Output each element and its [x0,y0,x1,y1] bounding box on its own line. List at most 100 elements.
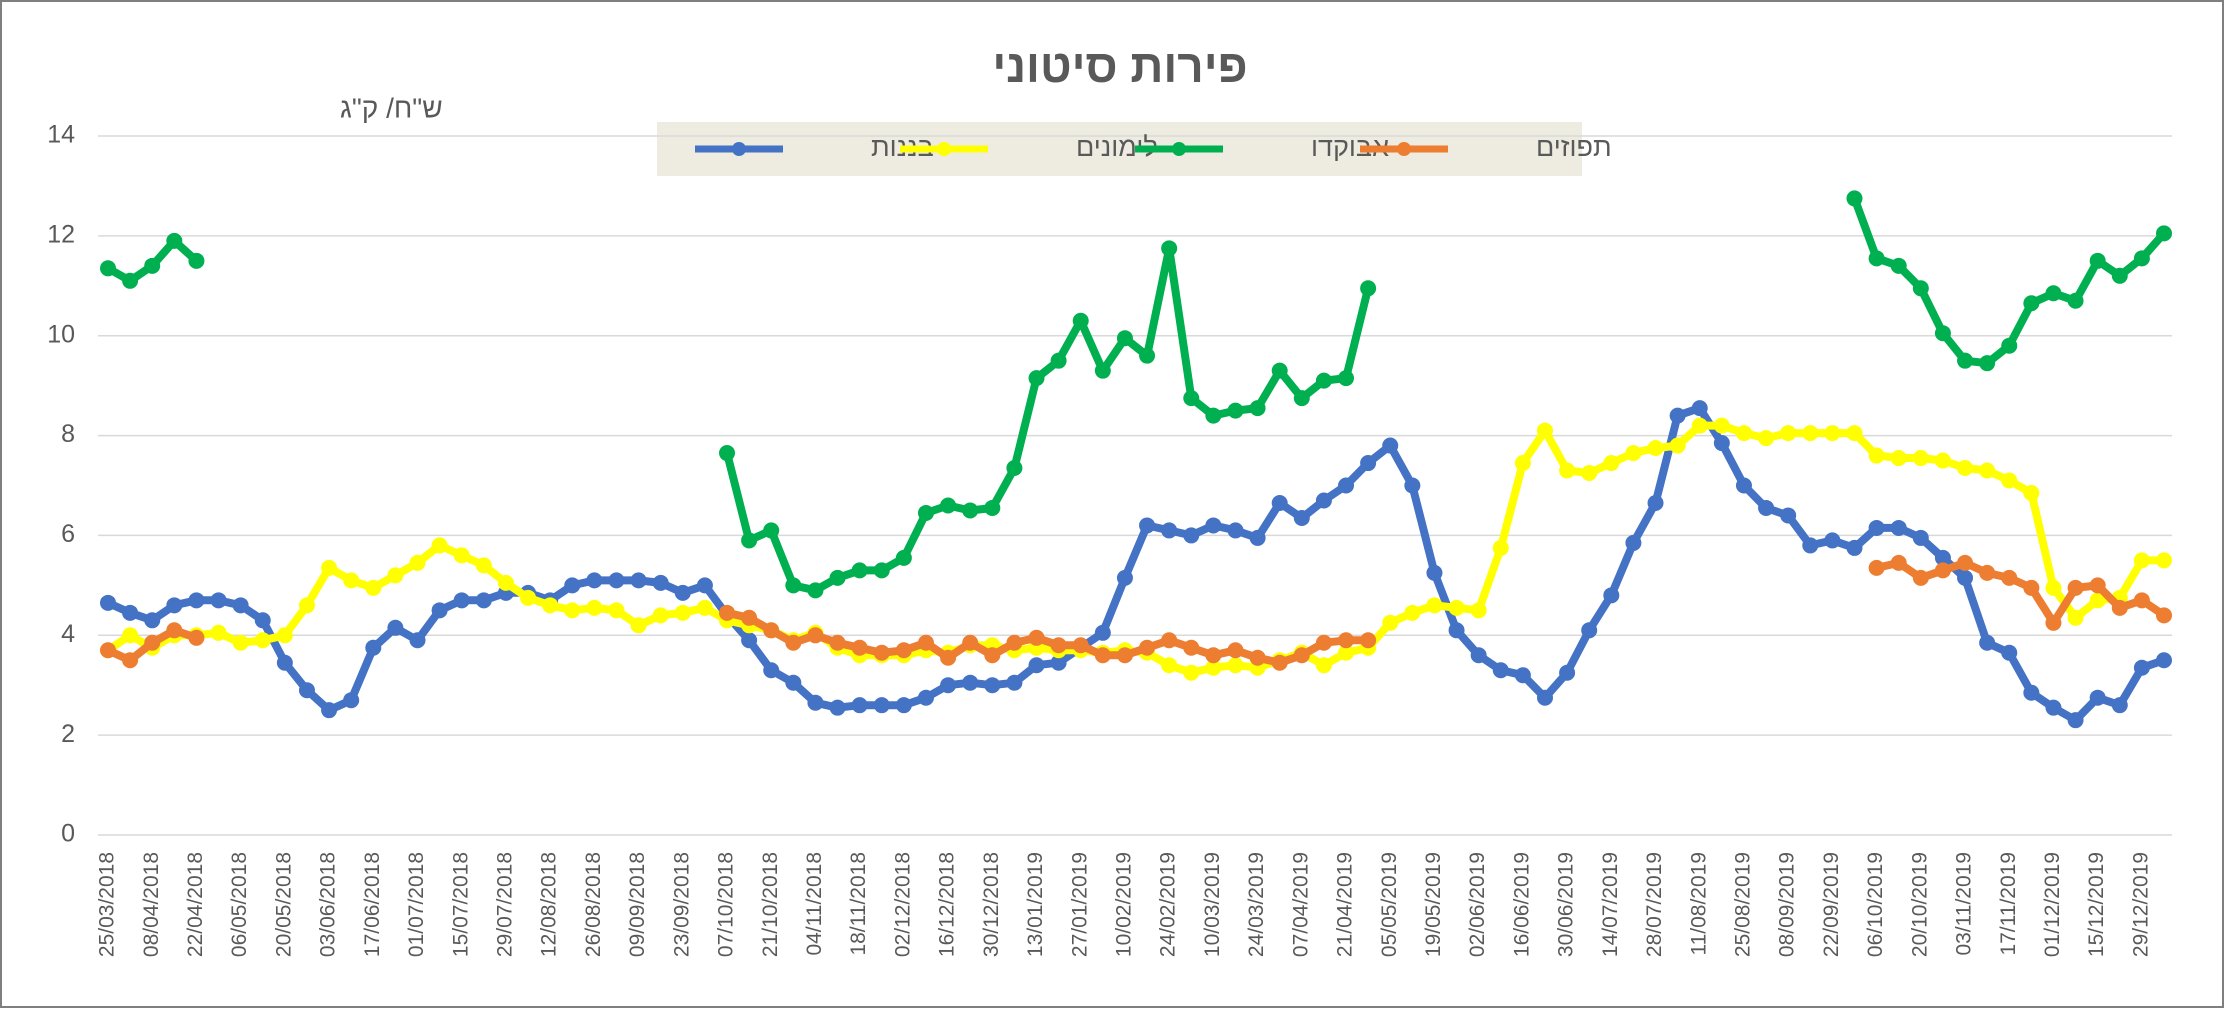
data-point [298,597,315,614]
data-point [1647,494,1664,511]
x-tick-label: 06/10/2019 [1864,852,1887,957]
data-point [807,694,824,711]
data-point [387,619,404,636]
data-point [1802,425,1819,442]
data-point [431,602,448,619]
data-point [564,577,581,594]
data-point [1559,664,1576,681]
data-point [1271,362,1288,379]
x-tick-label: 28/07/2019 [1643,852,1666,957]
data-point [1470,602,1487,619]
x-tick-label: 05/05/2019 [1378,852,1401,957]
legend-marker [732,142,746,156]
data-point [2023,484,2040,501]
data-point [2133,659,2150,676]
data-point [851,697,868,714]
data-point [1559,462,1576,479]
data-point [387,567,404,584]
data-point [1006,634,1023,651]
data-point [409,632,426,649]
data-point [1713,417,1730,434]
data-point [696,577,713,594]
data-point [2067,609,2084,626]
data-point [1934,549,1951,566]
data-point [940,677,957,694]
data-point [1360,632,1377,649]
x-tick-label: 25/08/2019 [1732,852,1755,957]
data-point [1116,647,1133,664]
y-tick-label: 6 [61,520,75,548]
data-point [1183,390,1200,407]
data-point [1581,465,1598,482]
data-point [1338,632,1355,649]
data-point [1249,529,1266,546]
x-tick-label: 10/03/2019 [1201,852,1224,957]
data-point [122,604,139,621]
data-point [2001,569,2018,586]
x-tick-label: 18/11/2018 [847,852,870,956]
data-point [453,547,470,564]
data-point [741,632,758,649]
y-tick-label: 2 [61,720,75,748]
data-point [1249,649,1266,666]
x-tick-label: 03/06/2018 [317,852,340,957]
data-point [1912,280,1929,297]
data-point [1691,400,1708,417]
data-point [2089,689,2106,706]
data-point [2001,337,2018,354]
x-tick-label: 30/12/2018 [980,852,1003,957]
data-point [2045,699,2062,716]
data-point [1426,597,1443,614]
data-point [2133,592,2150,609]
data-point [851,562,868,579]
x-tick-label: 22/04/2018 [184,852,207,957]
data-point [1293,509,1310,526]
data-point [232,597,249,614]
data-point [1382,437,1399,454]
data-point [1227,657,1244,674]
data-point [785,577,802,594]
data-point [2045,614,2062,631]
data-point [298,682,315,699]
data-point [2156,607,2172,624]
data-point [122,627,139,644]
data-point [2089,252,2106,269]
data-point [100,594,116,611]
x-tick-label: 24/02/2019 [1157,852,1180,957]
data-point [409,554,426,571]
data-point [564,602,581,619]
x-tick-label: 14/07/2019 [1599,852,1622,957]
data-point [1979,355,1996,372]
data-point [166,622,183,639]
data-point [652,574,669,591]
data-point [2001,472,2018,489]
data-point [475,557,492,574]
y-tick-label: 14 [47,121,75,149]
data-point [763,522,780,539]
data-point [1603,587,1620,604]
x-tick-label: 12/08/2018 [538,852,561,957]
data-point [1647,440,1664,457]
x-tick-label: 02/06/2019 [1466,852,1489,957]
y-axis-label: ש"ח/ ק"ג [340,92,443,123]
data-point [1780,425,1797,442]
data-point [1227,642,1244,659]
data-point [608,572,625,589]
data-point [586,572,603,589]
data-point [586,599,603,616]
x-tick-label: 19/05/2019 [1422,852,1445,957]
data-point [2089,577,2106,594]
data-point [1890,450,1907,467]
data-point [1536,689,1553,706]
x-tick-label: 17/11/2019 [1997,852,2020,956]
data-point [1116,569,1133,586]
data-point [144,634,161,651]
data-point [719,445,736,462]
data-point [1315,657,1332,674]
x-tick-label: 08/04/2018 [140,852,163,957]
x-tick-label: 29/07/2018 [493,852,516,957]
x-tick-label: 07/10/2018 [715,852,738,957]
data-point [1979,564,1996,581]
data-point [895,642,912,659]
data-point [1912,529,1929,546]
